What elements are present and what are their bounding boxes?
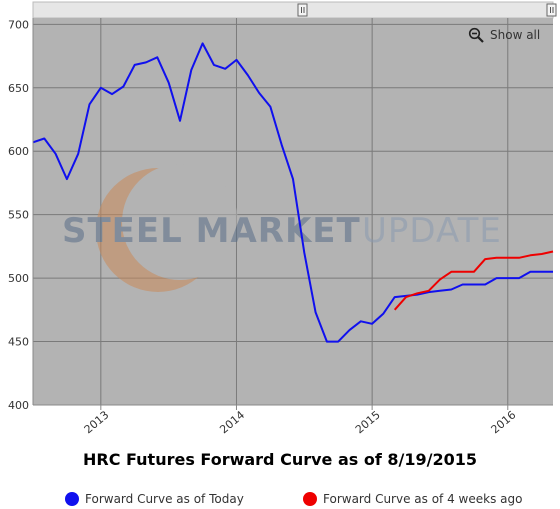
x-tick-label: 2014 [217, 408, 247, 436]
series-line-0[interactable] [32, 42, 553, 343]
y-tick-label: 450 [8, 336, 29, 349]
watermark-text-2: UPDATE [362, 211, 502, 251]
navigator-bar[interactable] [32, 1, 554, 19]
x-axis: 2013 2014 2015 2016 [82, 405, 519, 436]
series-line-1[interactable] [393, 250, 554, 311]
y-tick-label: 550 [8, 209, 29, 222]
y-tick-label: 650 [8, 82, 29, 95]
chart-title: HRC Futures Forward Curve as of 8/19/201… [83, 450, 477, 469]
zoom-out-icon [468, 27, 484, 43]
x-tick-label: 2016 [489, 408, 519, 436]
legend-label-today: Forward Curve as of Today [85, 492, 244, 506]
y-tick-label: 500 [8, 272, 29, 285]
y-tick-label: 400 [8, 399, 29, 412]
legend-marker-4-weeks-ago [303, 492, 317, 506]
navigator-handle-right[interactable] [546, 3, 557, 17]
y-tick-label: 600 [8, 145, 29, 158]
watermark-logo: STEEL MARKET UPDATE [62, 164, 502, 292]
show-all-label: Show all [490, 28, 541, 42]
legend-label-4-weeks-ago: Forward Curve as of 4 weeks ago [323, 492, 523, 506]
legend-marker-today [65, 492, 79, 506]
x-tick-label: 2015 [353, 408, 383, 436]
x-tick-label: 2013 [82, 408, 112, 436]
y-axis: 400 450 500 550 600 650 700 [8, 18, 29, 412]
show-all-button[interactable]: Show all [468, 26, 540, 44]
y-tick-label: 700 [8, 18, 29, 31]
series [32, 42, 554, 343]
navigator-handle-left[interactable] [297, 3, 308, 17]
watermark-text-1: STEEL MARKET [62, 211, 361, 251]
legend-item-today[interactable]: Forward Curve as of Today [65, 490, 244, 508]
legend-item-4-weeks-ago[interactable]: Forward Curve as of 4 weeks ago [303, 490, 522, 508]
